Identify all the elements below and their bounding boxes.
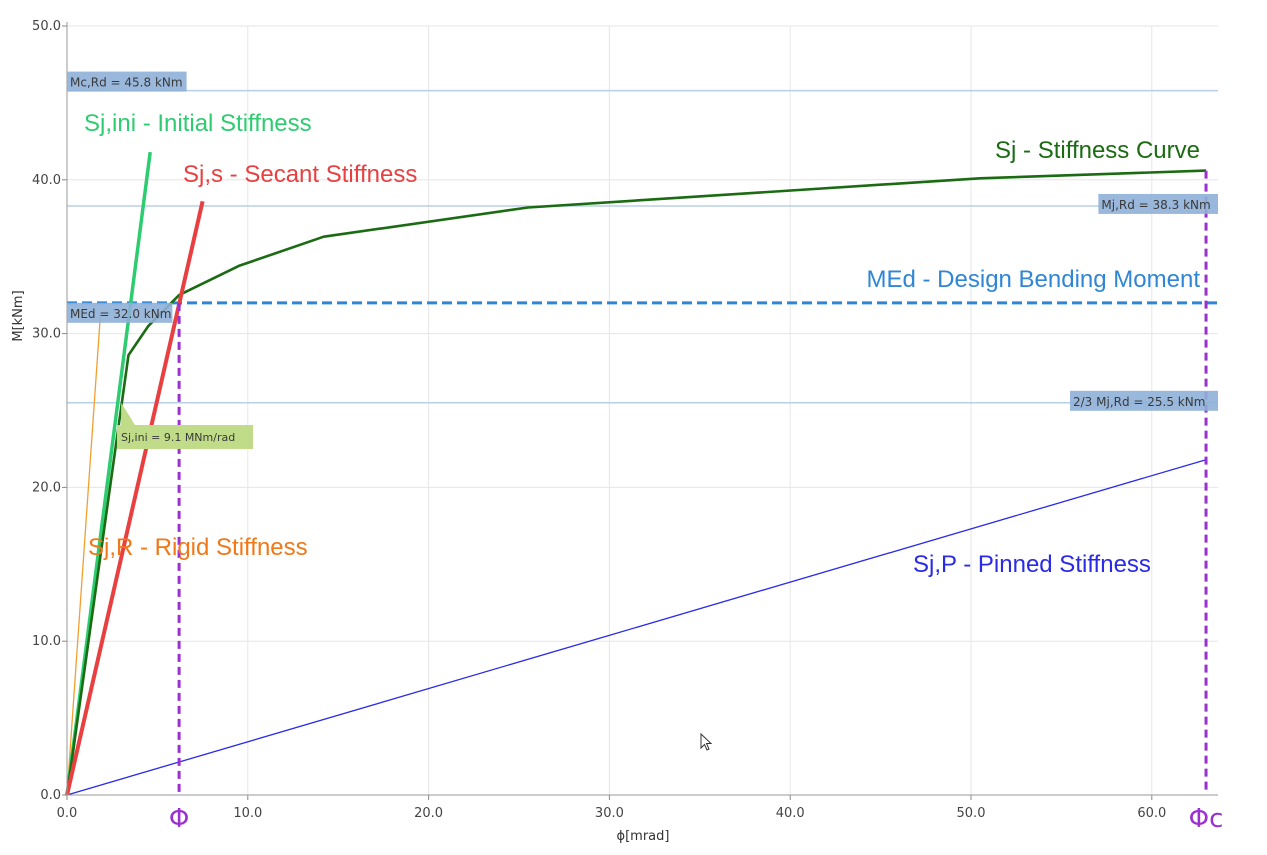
ini-label-box: [117, 425, 253, 449]
x-tick-label: 20.0: [414, 806, 443, 821]
y-tick-label: 20.0: [32, 480, 61, 495]
reference-label-med: MEd = 32.0 kNm: [70, 307, 171, 321]
x-tick-label: 50.0: [957, 806, 986, 821]
phi-marker-label-phi: Φ: [169, 804, 189, 834]
y-tick-label: 40.0: [32, 173, 61, 188]
annotation-initial-stiffness: Sj,ini - Initial Stiffness: [84, 110, 312, 137]
ini-label-pointer: [121, 402, 135, 425]
y-axis-title: M[kNm]: [11, 290, 26, 341]
axes: 0.0 10.0 20.0 30.0 40.0 50.0 60.0 0.0 10.0 20.0 30…: [32, 19, 1218, 821]
annotation-design-moment: MEd - Design Bending Moment: [867, 266, 1201, 293]
y-tick-label: 0.0: [40, 788, 61, 803]
reference-label-mcrd: Mc,Rd = 45.8 kNm: [70, 76, 183, 90]
reference-label-mjrd: Mj,Rd = 38.3 kNm: [1101, 198, 1210, 212]
y-tick-label: 10.0: [32, 634, 61, 649]
series-line-curve: [65, 169, 1207, 796]
reference-lines: [67, 89, 1218, 404]
x-tick-label: 60.0: [1137, 806, 1166, 821]
reference-label-box: [1070, 390, 1218, 411]
series-line-pinned: [66, 459, 1207, 796]
y-tick-label: 30.0: [32, 327, 61, 342]
phi-markers: Φ Φc: [169, 170, 1224, 834]
x-tick-label: 40.0: [776, 806, 805, 821]
x-tick-label: 10.0: [233, 806, 262, 821]
annotation-rigid-stiffness: Sj,R - Rigid Stiffness: [88, 534, 308, 561]
y-tick-label: 50.0: [32, 19, 61, 34]
series: [65, 151, 1207, 796]
reference-label-box: [67, 71, 187, 92]
mouse-cursor-icon: [700, 733, 713, 751]
reference-labels: Mc,Rd = 45.8 kNm Mj,Rd = 38.3 kNm MEd = 32…: [67, 71, 1218, 449]
series-line-secant: [65, 200, 205, 796]
annotation-stiffness-curve: Sj - Stiffness Curve: [995, 137, 1200, 164]
phi-marker-label-phic: Φc: [1189, 804, 1224, 834]
annotation-secant-stiffness: Sj,s - Secant Stiffness: [183, 161, 417, 188]
reference-label-box: [1098, 193, 1218, 214]
reference-label-mj23: 2/3 Mj,Rd = 25.5 kNm: [1073, 395, 1205, 409]
reference-label-box: [67, 302, 173, 323]
x-axis-title: ϕ[mrad]: [617, 829, 670, 844]
series-line-rigid: [66, 315, 102, 796]
grid: [66, 25, 1218, 796]
annotation-pinned-stiffness: Sj,P - Pinned Stiffness: [913, 551, 1151, 578]
ini-stiffness-label: Sj,ini = 9.1 MNm/rad: [121, 431, 235, 444]
x-tick-label: 0.0: [57, 806, 78, 821]
x-tick-label: 30.0: [595, 806, 624, 821]
